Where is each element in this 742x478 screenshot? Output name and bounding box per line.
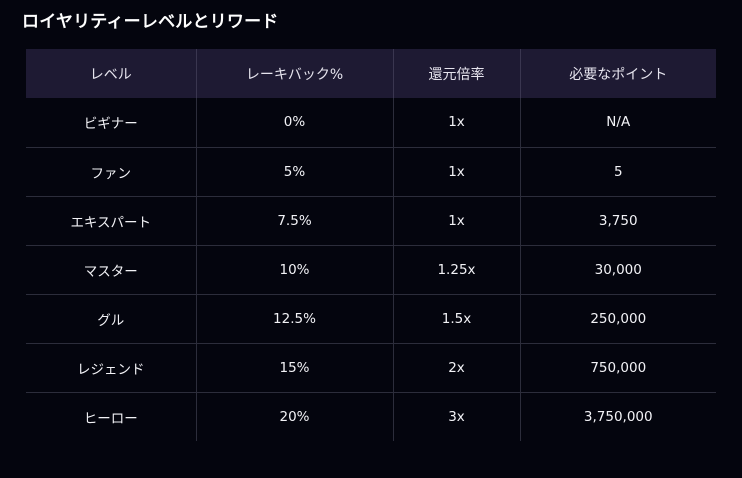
table-row: ヒーロー 20% 3x 3,750,000 <box>26 391 716 441</box>
column-header-rakeback: レーキバック% <box>195 49 393 98</box>
cell-level: ビギナー <box>83 116 138 133</box>
cell-level: レジェンド <box>26 342 196 392</box>
loyalty-levels-table: レベル レーキバック% 還元倍率 必要なポイント ビギナー 0% 1x N/A … <box>26 49 716 441</box>
table-header-row: レベル レーキバック% 還元倍率 必要なポイント <box>26 49 716 98</box>
cell-multiplier: 1.5x <box>392 293 520 343</box>
column-header-level: レベル <box>89 66 132 83</box>
cell-required-points: 30,000 <box>519 244 716 294</box>
cell-rakeback: 0% <box>195 98 393 147</box>
table-row: ビギナー 0% 1x N/A <box>26 98 716 147</box>
column-header-multiplier: 還元倍率 <box>392 49 520 98</box>
cell-rakeback: 7.5% <box>195 195 393 245</box>
cell-required-points: 250,000 <box>519 293 716 343</box>
cell-multiplier: 1x <box>392 195 520 245</box>
cell-rakeback: 15% <box>195 342 393 392</box>
cell-required-points: 750,000 <box>519 342 716 392</box>
cell-level: グル <box>26 293 196 343</box>
cell-required-points: 5 <box>519 146 716 196</box>
cell-rakeback: 5% <box>195 146 393 196</box>
table-row: マスター 10% 1.25x 30,000 <box>26 244 716 294</box>
table-row: レジェンド 15% 2x 750,000 <box>26 342 716 392</box>
cell-level: マスター <box>26 244 196 294</box>
cell-rakeback: 20% <box>195 391 393 441</box>
cell-level: エキスパート <box>26 195 196 245</box>
cell-required-points: 3,750 <box>519 195 716 245</box>
cell-multiplier: 2x <box>392 342 520 392</box>
table-row: エキスパート 7.5% 1x 3,750 <box>26 195 716 245</box>
cell-multiplier: 1x <box>392 146 520 196</box>
column-header-required-points: 必要なポイント <box>519 49 716 98</box>
cell-rakeback: 12.5% <box>195 293 393 343</box>
cell-multiplier: 3x <box>392 391 520 441</box>
page-title: ロイヤリティーレベルとリワード <box>22 12 279 32</box>
cell-level: ヒーロー <box>26 391 196 441</box>
table-row: グル 12.5% 1.5x 250,000 <box>26 293 716 343</box>
cell-rakeback: 10% <box>195 244 393 294</box>
cell-required-points: 3,750,000 <box>519 391 716 441</box>
cell-level: ファン <box>26 146 196 196</box>
table-row: ファン 5% 1x 5 <box>26 146 716 196</box>
cell-multiplier: 1x <box>392 98 520 147</box>
cell-multiplier: 1.25x <box>392 244 520 294</box>
cell-required-points: N/A <box>519 98 716 147</box>
